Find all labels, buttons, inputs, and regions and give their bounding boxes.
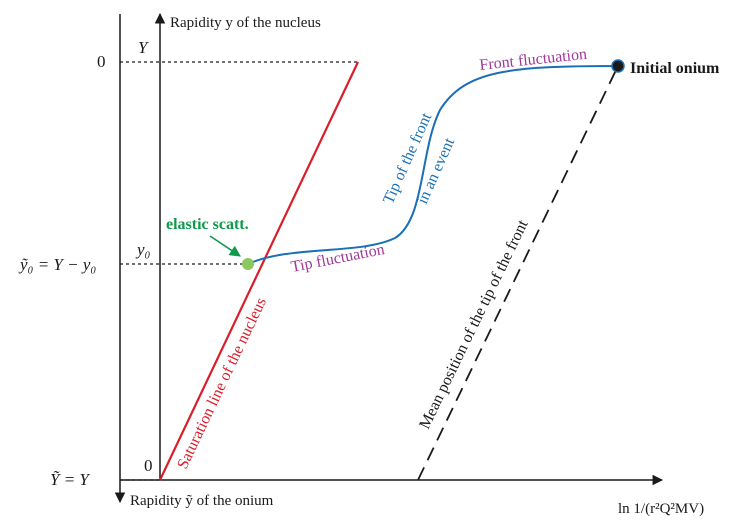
elastic-point: [242, 258, 254, 270]
front-fluctuation-label: Front fluctuation: [479, 46, 588, 74]
mean-position-label: Mean position of the tip of the front: [416, 217, 532, 432]
front-curve: [247, 65, 619, 265]
elastic-scatt-label: elastic scatt.: [166, 216, 249, 233]
label-Y-tilde: Ỹ = Y: [50, 470, 90, 489]
label-zero-bottom: 0: [144, 456, 153, 475]
elastic-arrow: [209, 235, 241, 257]
initial-onium-point: [611, 59, 625, 73]
mean-position-line: [417, 65, 619, 481]
label-zero-top: 0: [97, 52, 106, 71]
tip-fluctuation-label: Tip fluctuation: [290, 241, 386, 276]
nucleus-axis-label: Rapidity y of the nucleus: [170, 15, 321, 31]
x-axis-label: ln 1/(r²Q²MV): [618, 501, 704, 517]
saturation-line: [159, 61, 359, 481]
label-y0: y₀: [135, 240, 151, 259]
onium-axis-label: Rapidity ỹ of the onium: [130, 493, 274, 509]
saturation-line-label: Saturation line of the nucleus: [174, 295, 270, 472]
label-y0-tilde: ỹ₀ = Y − y₀: [18, 255, 96, 274]
label-Y: Y: [138, 38, 149, 57]
initial-onium-label: Initial onium: [630, 60, 720, 77]
